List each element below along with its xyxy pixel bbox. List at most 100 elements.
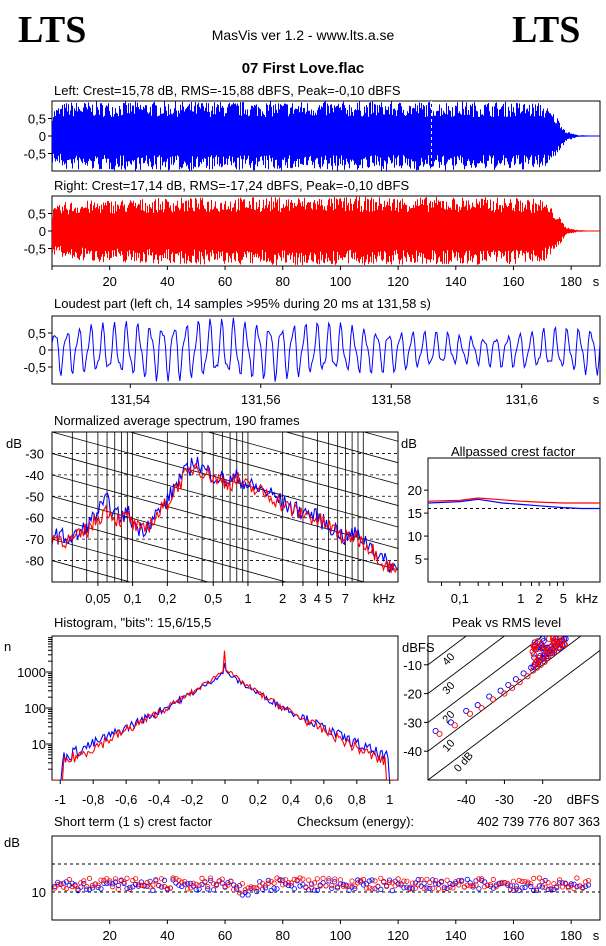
stc-point-right bbox=[346, 883, 352, 889]
stc-point-left bbox=[144, 883, 150, 889]
stc-point-left bbox=[432, 881, 439, 887]
stc-point-right bbox=[386, 879, 393, 885]
spectrum-slope-line bbox=[52, 689, 398, 784]
stc-point-right bbox=[239, 881, 245, 887]
spectrum-slope-line bbox=[52, 495, 366, 582]
left-waveform-ytick-label: 0,5 bbox=[28, 112, 46, 127]
stc-point-left bbox=[409, 885, 416, 892]
stc-point-right bbox=[185, 886, 191, 892]
stc-point-left bbox=[95, 884, 101, 891]
stc-point-right bbox=[340, 883, 346, 889]
stc-point-left bbox=[297, 883, 303, 889]
stc-point-right bbox=[271, 880, 277, 886]
stc-point-right bbox=[450, 885, 456, 891]
stc-point-right bbox=[507, 886, 514, 892]
stc-point-right bbox=[141, 882, 147, 888]
stc-point-right bbox=[559, 884, 566, 890]
stc-point-left bbox=[450, 881, 456, 888]
stc-point-right bbox=[196, 882, 202, 888]
histogram-xtick-label: 0,2 bbox=[249, 792, 267, 807]
stc-point-right bbox=[453, 878, 459, 885]
histogram-xtick-label: 0 bbox=[221, 792, 228, 807]
stc-point-right bbox=[554, 883, 560, 889]
stc-point-right bbox=[285, 879, 292, 886]
stc-point-left bbox=[556, 880, 563, 886]
stc-point-right bbox=[282, 877, 289, 883]
stc-point-left bbox=[427, 885, 433, 892]
spectrum-slope-line bbox=[128, 432, 398, 506]
stc-point-right bbox=[505, 880, 511, 887]
pvr-ylabel: dBFS bbox=[402, 640, 435, 655]
left-waveform-ytick-label: 0 bbox=[39, 129, 46, 144]
stc-point-left bbox=[522, 884, 528, 891]
stc-point-right bbox=[288, 880, 294, 886]
spectrum-xtick-label: 4 bbox=[314, 591, 321, 606]
spectrum-ytick-label: -70 bbox=[25, 532, 44, 547]
stc-point-right bbox=[476, 876, 482, 882]
stc-point-left bbox=[150, 887, 156, 894]
pvr-diagonal-line bbox=[428, 649, 600, 780]
stc-point-right bbox=[110, 883, 116, 890]
crest-ytick-label: 5 bbox=[415, 552, 422, 567]
stc-point-right bbox=[280, 882, 286, 888]
stc-point-left bbox=[533, 887, 540, 894]
stc-point-left bbox=[248, 885, 254, 892]
stc-point-right bbox=[398, 882, 404, 888]
histogram-ylabel: n bbox=[4, 639, 11, 654]
stc-point-left bbox=[329, 885, 335, 891]
stc-point-left bbox=[401, 885, 407, 891]
crest-ytick-label: 10 bbox=[408, 529, 422, 544]
stc-point-right bbox=[72, 883, 78, 889]
checksum-label: Checksum (energy): bbox=[297, 814, 414, 829]
stc-point-right bbox=[133, 876, 139, 882]
stc-point-right bbox=[308, 885, 315, 891]
stc-point-right bbox=[303, 884, 309, 890]
spectrum-xtick-label: 5 bbox=[325, 591, 332, 606]
stc-point-right bbox=[81, 878, 87, 884]
stc-point-right bbox=[415, 882, 421, 888]
stc-point-left bbox=[559, 880, 566, 886]
pvr-point-left bbox=[539, 636, 546, 642]
stc-point-right bbox=[580, 885, 586, 891]
spectrum-slope-line bbox=[52, 432, 398, 528]
stc-xtick-label: 60 bbox=[218, 928, 232, 943]
stc-point-right bbox=[173, 876, 179, 882]
stc-point-right bbox=[441, 886, 447, 892]
stc-point-left bbox=[308, 881, 315, 887]
histogram-xtick-label: -0,4 bbox=[148, 792, 170, 807]
stc-point-right bbox=[124, 875, 130, 881]
stc-point-left bbox=[259, 886, 266, 892]
stc-point-left bbox=[291, 886, 297, 892]
stc-point-left bbox=[271, 885, 277, 891]
stc-point-left bbox=[366, 878, 372, 884]
stc-frame bbox=[51, 835, 601, 921]
stc-point-right bbox=[481, 884, 488, 890]
stc-point-right bbox=[467, 883, 473, 889]
pvr-point-left bbox=[520, 670, 527, 677]
spectrum-series-right bbox=[52, 462, 398, 574]
stc-point-left bbox=[421, 880, 427, 886]
stc-point-right bbox=[112, 876, 119, 882]
stc-point-right bbox=[432, 877, 439, 884]
loudest-ytick-label: 0,5 bbox=[28, 326, 46, 341]
spectrum-slope-line bbox=[52, 474, 398, 571]
stc-point-right bbox=[401, 878, 407, 884]
stc-point-right bbox=[562, 880, 569, 886]
crest-xtick-label: 0,1 bbox=[451, 591, 469, 606]
crest-series-right bbox=[427, 497, 600, 504]
pvr-point-right bbox=[501, 690, 508, 697]
stc-point-right bbox=[389, 880, 395, 886]
stc-point-left bbox=[159, 884, 165, 890]
right-xtick-label: 180 bbox=[560, 274, 582, 289]
stc-point-right bbox=[531, 875, 537, 882]
stc-point-right bbox=[332, 876, 338, 882]
stc-point-right bbox=[418, 876, 424, 882]
spectrum-grid bbox=[52, 432, 398, 784]
loudest-xtick-label: 131,58 bbox=[371, 392, 411, 407]
pvr-xlabel: dBFS bbox=[567, 792, 600, 807]
stc-point-left bbox=[133, 881, 139, 888]
histogram-series-right bbox=[52, 650, 397, 780]
stc-point-right bbox=[144, 879, 150, 886]
stc-point-right bbox=[352, 883, 358, 889]
stc-point-left bbox=[470, 884, 476, 890]
